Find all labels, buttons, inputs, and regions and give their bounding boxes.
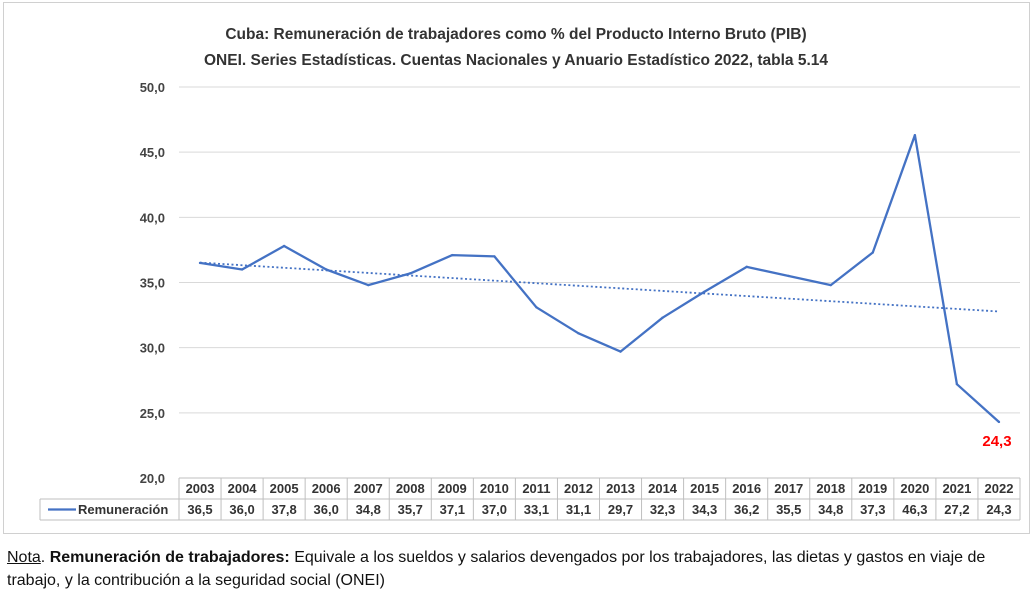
data-point: [367, 283, 370, 287]
highlight-data-label: 24,3: [982, 433, 1011, 450]
table-value: 27,2: [944, 502, 969, 517]
x-tick-label: 2021: [942, 481, 971, 496]
x-tick-label: 2011: [522, 481, 550, 496]
table-value: 37,8: [271, 502, 296, 517]
x-tick-label: 2006: [312, 481, 341, 496]
data-point: [198, 261, 202, 265]
x-tick-label: 2008: [396, 481, 425, 496]
data-point: [913, 134, 917, 137]
y-tick-label: 40,0: [140, 210, 165, 225]
x-tick-label: 2003: [186, 481, 215, 496]
x-tick-label: 2013: [606, 481, 635, 496]
data-point: [703, 290, 706, 293]
x-tick-label: 2010: [480, 481, 509, 496]
table-value: 34,8: [356, 502, 381, 517]
x-tick-label: 2017: [774, 481, 803, 496]
data-point: [829, 283, 832, 287]
table-value: 29,7: [608, 502, 633, 517]
table-value: 24,3: [986, 502, 1011, 517]
table-value: 35,5: [776, 502, 801, 517]
table-value: 37,1: [440, 502, 465, 517]
data-point: [745, 265, 748, 269]
data-table: 2003 36,5 2004 36,0 2005 37,8 2006 36,0 2007 34,8…: [39, 477, 1021, 521]
trendline: [199, 261, 1000, 313]
data-point: [619, 350, 622, 353]
table-value: 31,1: [566, 502, 591, 517]
chart-title: Cuba: Remuneración de trabajadores como …: [225, 26, 806, 43]
table-value: 32,3: [650, 502, 675, 517]
data-point: [535, 306, 538, 309]
note-prefix: Nota: [7, 549, 41, 566]
legend-label: Remuneración: [78, 502, 168, 517]
x-tick-label: 2019: [858, 481, 887, 496]
gridlines: [179, 86, 1020, 414]
table-value: 37,3: [860, 502, 885, 517]
data-point: [997, 420, 1001, 424]
y-axis: 20,0 25,0 30,0 35,0 40,0 45,0 50,0: [140, 80, 165, 486]
data-point: [661, 316, 664, 319]
y-tick-label: 30,0: [140, 341, 165, 356]
data-point: [324, 268, 328, 271]
data-point: [409, 272, 412, 275]
footnote: Nota. Remuneración de trabajadores: Equi…: [7, 546, 1027, 592]
y-tick-label: 50,0: [140, 80, 165, 95]
note-text: Equivale a los sueldos y salarios deveng…: [7, 549, 986, 589]
data-point: [787, 274, 790, 278]
table-value: 36,0: [314, 502, 339, 517]
series-group: [198, 134, 1001, 424]
table-value: 36,0: [229, 502, 254, 517]
note-separator: .: [40, 549, 50, 566]
y-tick-label: 20,0: [140, 471, 165, 486]
x-tick-label: 2020: [900, 481, 929, 496]
y-tick-label: 35,0: [140, 276, 165, 291]
line-chart: Cuba: Remuneración de trabajadores como …: [39, 26, 1021, 521]
y-tick-label: 25,0: [140, 406, 165, 421]
data-point: [955, 382, 959, 386]
series-line-remuneracion: [199, 134, 1000, 423]
table-value: 33,1: [524, 502, 549, 517]
x-tick-label: 2014: [648, 481, 678, 496]
table-value: 34,3: [692, 502, 717, 517]
data-point: [240, 268, 244, 271]
trendline-group: [199, 261, 1000, 313]
x-tick-label: 2018: [816, 481, 845, 496]
data-point: [493, 255, 496, 258]
x-tick-label: 2007: [354, 481, 383, 496]
chart-subtitle: ONEI. Series Estadísticas. Cuentas Nacio…: [204, 52, 828, 69]
y-tick-label: 45,0: [140, 145, 165, 160]
table-value: 46,3: [902, 502, 927, 517]
table-value: 37,0: [482, 502, 507, 517]
data-point: [451, 253, 454, 257]
data-point: [871, 251, 875, 254]
x-tick-label: 2012: [564, 481, 593, 496]
chart-frame: Cuba: Remuneración de trabajadores como …: [3, 2, 1030, 534]
x-tick-label: 2005: [270, 481, 299, 496]
x-tick-label: 2022: [985, 481, 1014, 496]
table-value: 36,2: [734, 502, 759, 517]
data-point: [282, 244, 286, 248]
note-term: Remuneración de trabajadores:: [49, 549, 290, 566]
x-tick-label: 2015: [690, 481, 719, 496]
x-tick-label: 2009: [438, 481, 467, 496]
data-point: [577, 332, 580, 335]
table-value: 35,7: [398, 502, 423, 517]
x-tick-label: 2004: [228, 481, 258, 496]
x-tick-label: 2016: [732, 481, 761, 496]
table-value: 36,5: [187, 502, 212, 517]
table-value: 34,8: [818, 502, 843, 517]
